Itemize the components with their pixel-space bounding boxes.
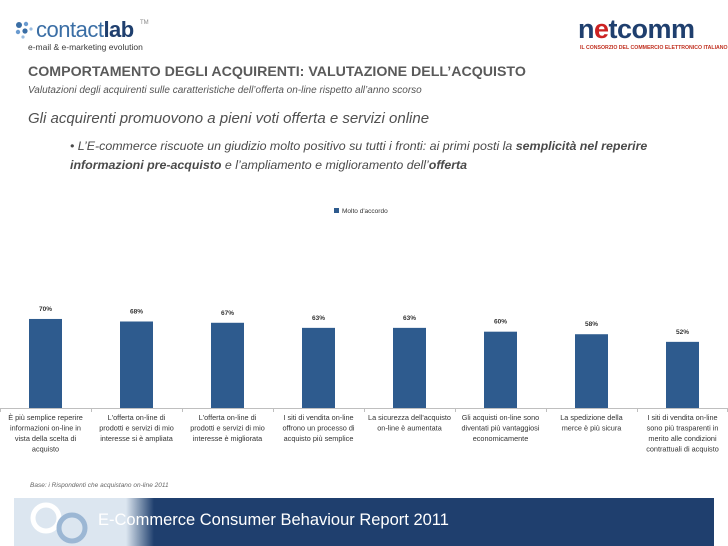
category-label: I siti di vendita on-line sono più traspa… bbox=[646, 413, 719, 454]
contactlab-trademark: TM bbox=[140, 20, 149, 26]
data-label: 52% bbox=[676, 329, 689, 336]
data-label: 63% bbox=[312, 315, 325, 322]
bar-chart: Molto d'accordo 70% È più semplice reperir… bbox=[0, 208, 728, 454]
contactlab-tagline: e-mail & e-marketing evolution bbox=[28, 42, 143, 52]
bar bbox=[302, 327, 335, 408]
bar bbox=[120, 321, 153, 408]
category-label: L'offerta on-line di prodotti e servizi d… bbox=[99, 413, 174, 443]
chart-legend: Molto d'accordo bbox=[334, 208, 388, 215]
bar bbox=[575, 334, 608, 408]
contactlab-wordmark: contactlab bbox=[36, 17, 134, 42]
netcomm-tagline: IL CONSORZIO DEL COMMERCIO ELETTRONICO I… bbox=[580, 45, 728, 51]
category-label: È più semplice reperire informazioni on-l… bbox=[8, 413, 83, 454]
bullet-point: • L’E-commerce riscuote un giudizio molt… bbox=[70, 139, 648, 172]
contactlab-logo: contactlab TM e-mail & e-marketing evolu… bbox=[14, 14, 214, 54]
banner-title: E-Commerce Consumer Behaviour Report 201… bbox=[98, 511, 449, 529]
bar bbox=[666, 341, 699, 408]
banner-logo-icon bbox=[30, 502, 88, 544]
data-label: 68% bbox=[130, 309, 143, 316]
report-banner bbox=[14, 498, 714, 546]
data-label: 63% bbox=[403, 315, 416, 322]
page-title: COMPORTAMENTO DEGLI ACQUIRENTI: VALUTAZI… bbox=[28, 64, 526, 80]
bar bbox=[29, 318, 62, 408]
bar bbox=[484, 331, 517, 408]
footnote: Base: i Rispondenti che acquistano on-li… bbox=[30, 482, 169, 489]
netcomm-logo: netcomm IL CONSORZIO DEL COMMERCIO ELETT… bbox=[576, 14, 728, 54]
category-label: I siti di vendita on-line offrono un proc… bbox=[282, 413, 354, 443]
category-label: La sicurezza dell'acquisto on-line è aume… bbox=[368, 413, 451, 433]
data-label: 60% bbox=[494, 319, 507, 326]
data-label: 58% bbox=[585, 321, 598, 328]
category-label: Gli acquisti on-line sono diventati più v… bbox=[462, 413, 540, 443]
category-label: L'offerta on-line di prodotti e servizi d… bbox=[190, 413, 265, 443]
legend-label: Molto d'accordo bbox=[342, 208, 388, 215]
netcomm-wordmark: netcomm bbox=[578, 14, 695, 44]
category-label: La spedizione della merce è più sicura bbox=[560, 413, 623, 433]
data-label: 67% bbox=[221, 310, 234, 317]
data-label: 70% bbox=[39, 306, 52, 313]
key-message: Gli acquirenti promuovono a pieni voti o… bbox=[28, 110, 430, 127]
banner-background bbox=[14, 498, 714, 546]
bar bbox=[393, 327, 426, 408]
page-subtitle: Valutazioni degli acquirenti sulle carat… bbox=[28, 85, 422, 96]
bar bbox=[211, 322, 244, 408]
legend-swatch bbox=[334, 208, 339, 213]
contactlab-logo-icon bbox=[15, 21, 33, 39]
